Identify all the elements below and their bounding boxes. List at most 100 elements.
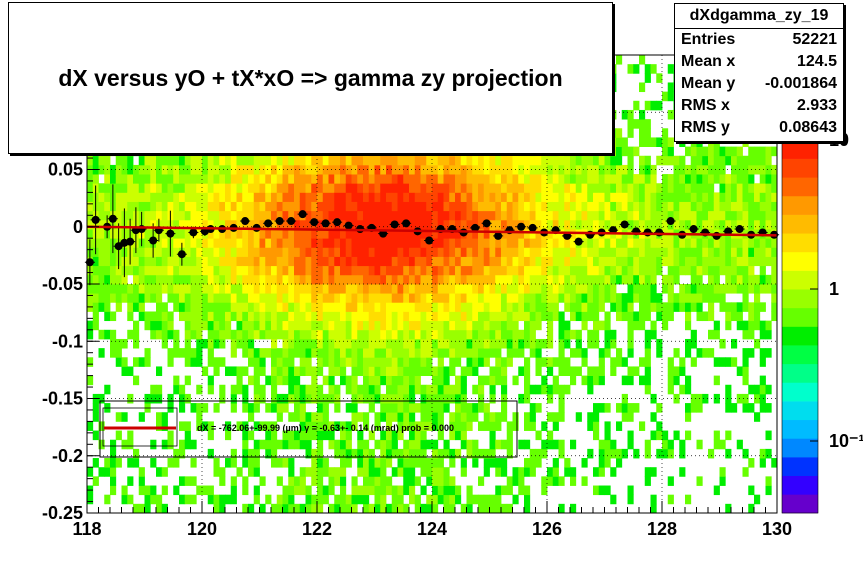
heatmap-cell: [506, 210, 513, 221]
heatmap-cell: [627, 210, 634, 221]
heatmap-cell: [437, 476, 444, 486]
heatmap-cell: [374, 238, 381, 248]
heatmap-cell: [380, 201, 387, 212]
heatmap-cell: [115, 174, 122, 184]
heatmap-cell: [685, 403, 692, 413]
heatmap-cell: [242, 238, 249, 248]
heatmap-cell: [541, 174, 548, 184]
heatmap-cell: [363, 375, 370, 386]
heatmap-cell: [248, 229, 255, 239]
heatmap-cell: [121, 274, 128, 285]
heatmap-cell: [156, 366, 163, 376]
heatmap-cell: [161, 329, 168, 340]
heatmap-cell: [754, 164, 761, 175]
heatmap-cell: [340, 338, 347, 349]
heatmap-cell: [598, 302, 605, 312]
heatmap-cell: [713, 320, 720, 331]
heatmap-cell: [644, 476, 651, 486]
heatmap-cell: [679, 192, 686, 202]
stats-value: -0.001864: [764, 75, 837, 92]
heatmap-cell: [679, 201, 686, 212]
heatmap-cell: [495, 247, 502, 257]
heatmap-cell: [133, 201, 140, 212]
heatmap-cell: [478, 284, 485, 294]
heatmap-cell: [627, 128, 634, 138]
heatmap-cell: [420, 485, 427, 496]
heatmap-cell: [437, 229, 444, 239]
heatmap-cell: [288, 412, 295, 422]
heatmap-cell: [449, 485, 456, 496]
heatmap-cell: [713, 137, 720, 147]
heatmap-cell: [397, 311, 404, 322]
heatmap-cell: [87, 357, 94, 367]
heatmap-cell: [328, 155, 335, 166]
heatmap-cell: [667, 357, 674, 367]
heatmap-cell: [248, 183, 255, 193]
heatmap-cell: [736, 274, 743, 285]
heatmap-cell: [391, 247, 398, 257]
heatmap-cell: [650, 238, 657, 248]
heatmap-cell: [466, 155, 473, 166]
heatmap-cell: [87, 155, 94, 166]
heatmap-cell: [87, 229, 94, 239]
heatmap-cell: [495, 201, 502, 212]
heatmap-cell: [432, 293, 439, 303]
heatmap-cell: [98, 183, 105, 193]
heatmap-cell: [357, 265, 364, 276]
heatmap-cell: [593, 274, 600, 285]
heatmap-cell: [529, 293, 536, 303]
heatmap-cell: [455, 348, 462, 358]
heatmap-cell: [725, 274, 732, 285]
heatmap-cell: [409, 284, 416, 294]
heatmap-cell: [317, 476, 324, 486]
heatmap-cell: [581, 375, 588, 386]
heatmap-cell: [731, 247, 738, 257]
heatmap-cell: [639, 274, 646, 285]
heatmap-cell: [179, 311, 186, 322]
profile-point: [298, 210, 307, 219]
heatmap-cell: [340, 238, 347, 248]
heatmap-cell: [374, 164, 381, 175]
heatmap-cell: [449, 155, 456, 166]
heatmap-cell: [288, 247, 295, 257]
heatmap-cell: [765, 448, 772, 459]
heatmap-cell: [719, 164, 726, 175]
heatmap-cell: [397, 201, 404, 212]
heatmap-cell: [305, 201, 312, 212]
heatmap-cell: [150, 384, 157, 395]
heatmap-cell: [248, 311, 255, 322]
heatmap-cell: [581, 164, 588, 175]
heatmap-cell: [472, 183, 479, 193]
heatmap-cell: [437, 201, 444, 212]
heatmap-cell: [581, 174, 588, 184]
heatmap-cell: [110, 293, 117, 303]
heatmap-cell: [322, 164, 329, 175]
heatmap-cell: [138, 174, 145, 184]
heatmap-cell: [288, 192, 295, 202]
heatmap-cell: [202, 219, 209, 230]
heatmap-cell: [87, 467, 94, 477]
heatmap-cell: [345, 229, 352, 239]
heatmap-cell: [437, 320, 444, 331]
heatmap-cell: [541, 183, 548, 193]
heatmap-cell: [317, 503, 324, 514]
heatmap-cell: [127, 430, 134, 441]
heatmap-cell: [575, 155, 582, 166]
heatmap-cell: [133, 174, 140, 184]
heatmap-cell: [409, 458, 416, 468]
heatmap-cell: [138, 155, 145, 166]
heatmap-cell: [374, 476, 381, 486]
heatmap-cell: [133, 256, 140, 267]
heatmap-cell: [616, 357, 623, 367]
heatmap-cell: [167, 430, 174, 441]
heatmap-cell: [604, 439, 611, 450]
heatmap-cell: [639, 109, 646, 120]
heatmap-cell: [403, 403, 410, 413]
heatmap-cell: [627, 320, 634, 331]
heatmap-cell: [564, 219, 571, 230]
heatmap-cell: [403, 164, 410, 175]
heatmap-cell: [179, 393, 186, 404]
heatmap-cell: [414, 201, 421, 212]
heatmap-cell: [179, 183, 186, 193]
heatmap-cell: [713, 430, 720, 441]
